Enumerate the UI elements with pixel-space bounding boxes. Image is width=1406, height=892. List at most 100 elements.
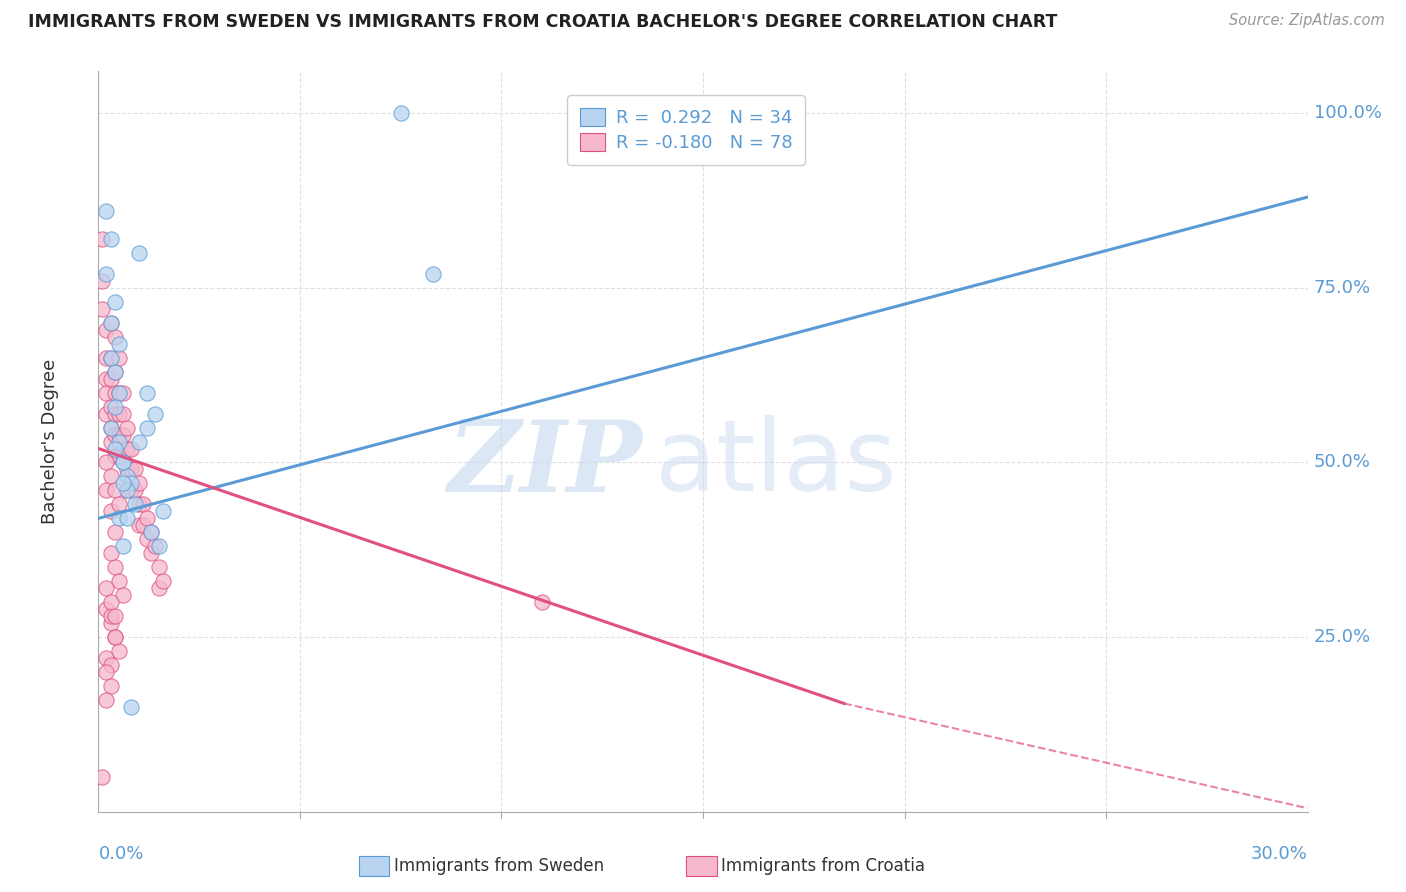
- Point: [530, 595, 553, 609]
- Point: [107, 336, 129, 351]
- Point: [107, 497, 129, 511]
- Point: [135, 420, 157, 434]
- Text: IMMIGRANTS FROM SWEDEN VS IMMIGRANTS FROM CROATIA BACHELOR'S DEGREE CORRELATION : IMMIGRANTS FROM SWEDEN VS IMMIGRANTS FRO…: [28, 13, 1057, 31]
- Point: [100, 469, 122, 483]
- Point: [135, 533, 157, 547]
- Point: [111, 476, 134, 491]
- Point: [120, 462, 142, 476]
- Point: [139, 546, 162, 560]
- Point: [107, 434, 129, 449]
- Point: [152, 504, 174, 518]
- Point: [91, 301, 114, 316]
- Point: [96, 581, 118, 595]
- Text: Source: ZipAtlas.com: Source: ZipAtlas.com: [1229, 13, 1385, 29]
- Point: [128, 497, 150, 511]
- Point: [96, 693, 118, 707]
- Point: [100, 616, 122, 631]
- Point: [103, 483, 125, 498]
- Point: [120, 476, 142, 491]
- Point: [115, 442, 138, 456]
- Point: [100, 595, 122, 609]
- Point: [135, 385, 157, 400]
- Point: [115, 483, 138, 498]
- Point: [96, 351, 118, 365]
- Point: [120, 483, 142, 498]
- Point: [107, 644, 129, 658]
- Point: [111, 427, 134, 442]
- Point: [124, 483, 146, 498]
- Point: [96, 323, 118, 337]
- Point: [124, 462, 146, 476]
- Text: 50.0%: 50.0%: [1313, 453, 1371, 472]
- Point: [124, 497, 146, 511]
- Point: [111, 455, 134, 469]
- Point: [115, 483, 138, 498]
- Point: [96, 602, 118, 616]
- Point: [103, 400, 125, 414]
- Point: [107, 407, 129, 421]
- Point: [100, 316, 122, 330]
- Point: [103, 330, 125, 344]
- Point: [96, 651, 118, 665]
- Point: [139, 525, 162, 540]
- Point: [107, 449, 129, 463]
- Point: [107, 351, 129, 365]
- Point: [100, 658, 122, 673]
- Text: Immigrants from Croatia: Immigrants from Croatia: [721, 857, 925, 875]
- Point: [91, 274, 114, 288]
- Point: [111, 407, 134, 421]
- Point: [111, 449, 134, 463]
- Point: [96, 455, 118, 469]
- Point: [148, 581, 170, 595]
- Text: 30.0%: 30.0%: [1251, 845, 1308, 863]
- Point: [96, 665, 118, 679]
- Point: [103, 560, 125, 574]
- Point: [143, 539, 166, 553]
- Point: [103, 365, 125, 379]
- Point: [128, 476, 150, 491]
- Point: [103, 449, 125, 463]
- Point: [103, 427, 125, 442]
- Point: [115, 469, 138, 483]
- Point: [389, 106, 412, 120]
- Text: atlas: atlas: [655, 416, 896, 512]
- Point: [91, 232, 114, 246]
- Text: 25.0%: 25.0%: [1313, 628, 1371, 646]
- Point: [103, 407, 125, 421]
- Point: [120, 700, 142, 714]
- Point: [100, 351, 122, 365]
- Text: Bachelor's Degree: Bachelor's Degree: [41, 359, 59, 524]
- Point: [128, 246, 150, 260]
- Point: [107, 574, 129, 589]
- Text: Immigrants from Sweden: Immigrants from Sweden: [394, 857, 603, 875]
- Point: [115, 511, 138, 525]
- Point: [128, 434, 150, 449]
- Point: [128, 518, 150, 533]
- Point: [100, 351, 122, 365]
- Text: 75.0%: 75.0%: [1313, 279, 1371, 297]
- Point: [111, 385, 134, 400]
- Point: [100, 316, 122, 330]
- Point: [143, 407, 166, 421]
- Point: [103, 525, 125, 540]
- Point: [132, 518, 155, 533]
- Point: [111, 455, 134, 469]
- Point: [100, 372, 122, 386]
- Point: [100, 546, 122, 560]
- Point: [152, 574, 174, 589]
- Point: [115, 420, 138, 434]
- Point: [132, 497, 155, 511]
- Point: [103, 365, 125, 379]
- Point: [148, 560, 170, 574]
- Point: [148, 539, 170, 553]
- Point: [100, 400, 122, 414]
- Point: [96, 372, 118, 386]
- Point: [103, 442, 125, 456]
- Point: [100, 609, 122, 624]
- Point: [100, 434, 122, 449]
- Point: [96, 407, 118, 421]
- Point: [111, 588, 134, 602]
- Point: [96, 483, 118, 498]
- Legend: R =  0.292   N = 34, R = -0.180   N = 78: R = 0.292 N = 34, R = -0.180 N = 78: [567, 95, 806, 165]
- Point: [100, 504, 122, 518]
